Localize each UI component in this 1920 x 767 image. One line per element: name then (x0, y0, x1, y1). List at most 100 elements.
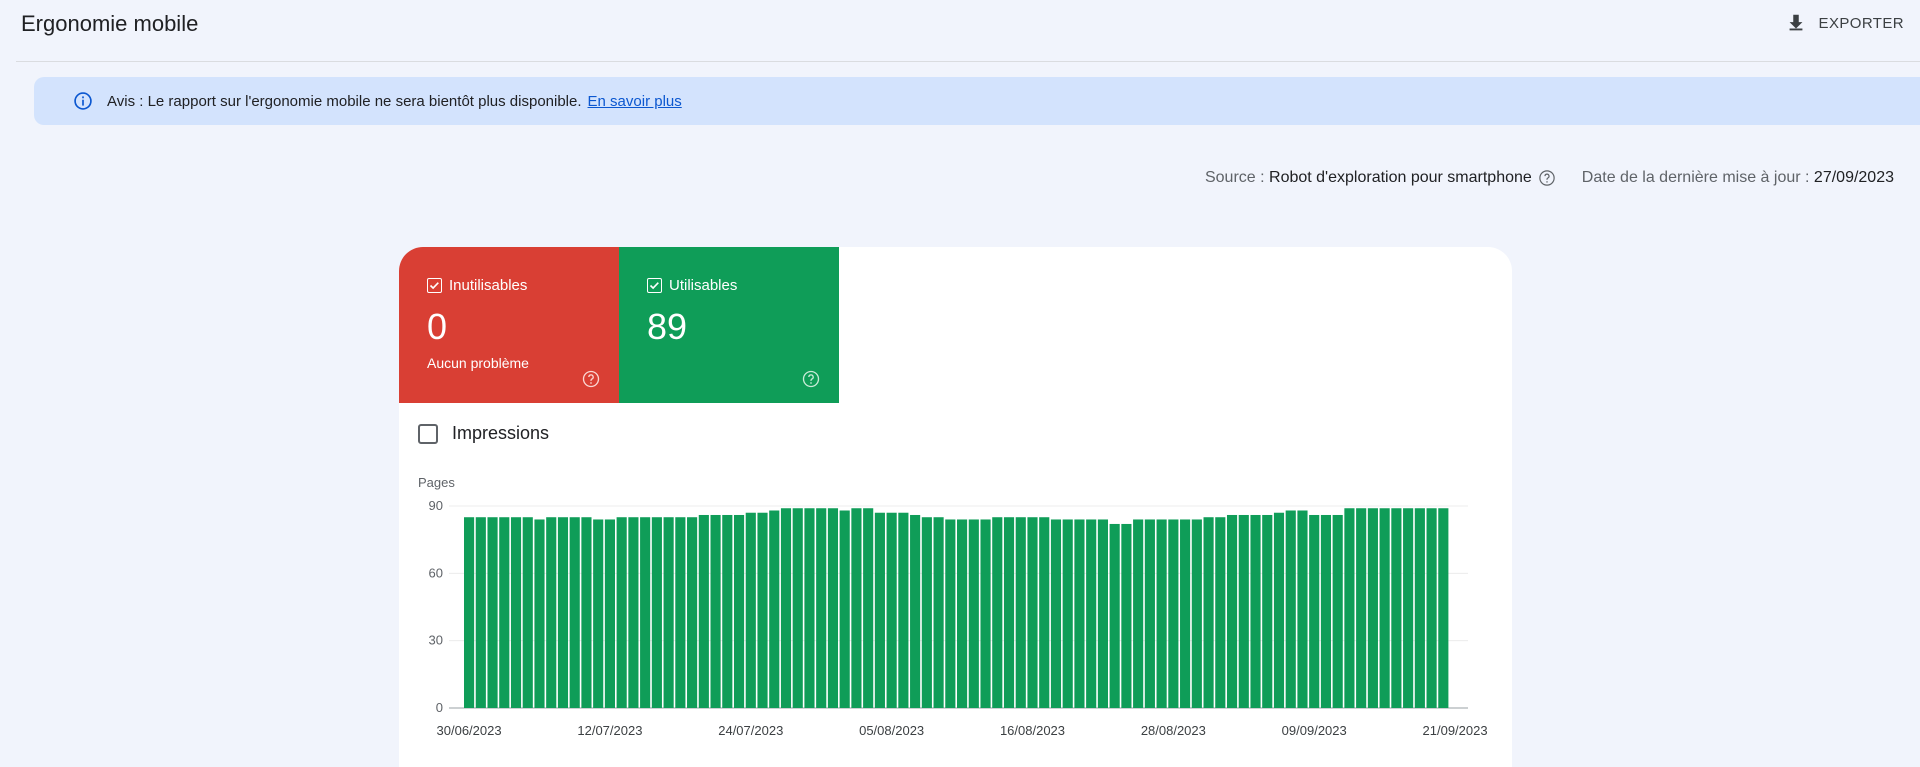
chart-bar (1003, 517, 1015, 708)
chart-bar (827, 508, 839, 708)
chart-bar (898, 512, 909, 708)
chart-bar (910, 514, 921, 708)
chart-bar (1039, 517, 1050, 708)
checkbox-checked-icon[interactable] (427, 278, 442, 293)
source-label: Source : (1204, 169, 1265, 186)
download-icon (1789, 14, 1802, 31)
chart-bar (957, 519, 968, 708)
chart-bar (640, 517, 651, 708)
chart-bar (1309, 514, 1320, 708)
chart-bar (1391, 508, 1402, 708)
y-tick-label: 60 (429, 565, 443, 580)
pages-bar-chart: Pages 0 30 60 90 30/06/2023 12/07/2023 24/07/20… (418, 475, 1488, 738)
tile-inutilisables[interactable]: Inutilisables 0 Aucun problème (399, 247, 619, 403)
y-tick-label: 30 (429, 633, 443, 648)
chart-bar (1180, 519, 1191, 708)
chart-bar (651, 517, 662, 708)
chart-bar (1426, 508, 1437, 708)
header: Ergonomie mobile EXPORTER (0, 0, 1920, 62)
chart-bar (593, 519, 604, 708)
chart-bar (499, 517, 510, 708)
help-icon[interactable] (1538, 169, 1556, 187)
chart-bar (1262, 514, 1273, 708)
chart-bar (557, 517, 569, 708)
chart-bar (1168, 519, 1179, 708)
chart-bar (1027, 517, 1038, 708)
x-tick-label: 30/06/2023 (437, 723, 502, 738)
tile-label: Utilisables (669, 277, 738, 294)
chart-bar (1226, 514, 1238, 708)
chart-bar (1062, 519, 1073, 708)
chart-bar (1086, 519, 1097, 708)
y-tick-label: 90 (429, 498, 443, 513)
tile-utilisables[interactable]: Utilisables 89 (619, 247, 839, 403)
help-icon[interactable] (581, 369, 601, 389)
x-tick-label: 28/08/2023 (1141, 723, 1206, 738)
chart-bar (546, 517, 557, 708)
chart-bar (1320, 514, 1332, 708)
chart-bar (1273, 512, 1285, 708)
impressions-label: Impressions (452, 423, 550, 443)
chart-bar (839, 510, 850, 708)
checkbox-unchecked-icon[interactable] (418, 423, 438, 444)
notice-text: Avis : Le rapport sur l'ergonomie mobile… (107, 92, 582, 110)
chart-bar (687, 517, 698, 708)
chart-bar (1438, 508, 1449, 708)
tile-label: Inutilisables (449, 277, 528, 294)
chart-bar (1285, 510, 1296, 708)
chart-bar (675, 517, 686, 708)
y-axis-title: Pages (418, 475, 455, 490)
chart-bar (1414, 508, 1425, 708)
chart-bar (792, 508, 803, 708)
source-value: Robot d'exploration pour smartphone (1269, 169, 1532, 186)
chart-bar (851, 508, 862, 708)
export-button[interactable]: EXPORTER (1785, 10, 1904, 36)
export-label: EXPORTER (1818, 14, 1904, 32)
chart-bar (464, 517, 475, 708)
chart-bar (616, 517, 627, 708)
info-icon (74, 92, 92, 110)
chart-bar (1238, 514, 1249, 708)
y-tick-label: 0 (436, 700, 443, 715)
chart-bar (1191, 519, 1202, 708)
page-title: Ergonomie mobile (21, 11, 199, 36)
chart-bar (1297, 510, 1308, 708)
chart-bar (757, 512, 768, 708)
notice-banner: Avis : Le rapport sur l'ergonomie mobile… (34, 77, 1920, 125)
learn-more-link[interactable]: En savoir plus (587, 92, 682, 110)
chart-bar (475, 517, 486, 708)
chart-bar (510, 517, 522, 708)
x-tick-label: 09/09/2023 (1282, 723, 1347, 738)
chart-bar (1074, 519, 1085, 708)
impressions-toggle[interactable]: Impressions (418, 423, 549, 444)
chart-bar (733, 514, 745, 708)
chart-bar (980, 519, 991, 708)
chart-bar (604, 519, 615, 708)
x-tick-label: 16/08/2023 (1000, 723, 1065, 738)
chart-bar (1356, 508, 1367, 708)
date-label: Date de la dernière mise à jour : (1581, 169, 1810, 186)
tile-subtitle: Aucun problème (427, 355, 529, 371)
chart-bar (1332, 514, 1343, 708)
checkbox-checked-icon[interactable] (647, 278, 662, 293)
help-icon[interactable] (801, 369, 821, 389)
tile-value: 0 (427, 306, 448, 347)
report-meta: Source : Robot d'exploration pour smartp… (1205, 169, 1894, 187)
x-tick-label: 12/07/2023 (577, 723, 642, 738)
chart-bar (874, 512, 885, 708)
chart-bar (1050, 519, 1062, 708)
x-tick-label: 05/08/2023 (859, 723, 924, 738)
chart-bar (698, 514, 709, 708)
chart-bar (663, 517, 674, 708)
chart-bar (780, 508, 792, 708)
chart-bar (1367, 508, 1378, 708)
chart-bar (863, 508, 874, 708)
chart-bar (1379, 508, 1390, 708)
chart-bar (1015, 517, 1026, 708)
date-value: 27/09/2023 (1813, 169, 1894, 186)
chart-bar (581, 517, 592, 708)
chart-bar (1133, 519, 1144, 708)
chart-bar (487, 517, 498, 708)
x-tick-label: 21/09/2023 (1423, 723, 1488, 738)
tile-value: 89 (647, 306, 688, 347)
